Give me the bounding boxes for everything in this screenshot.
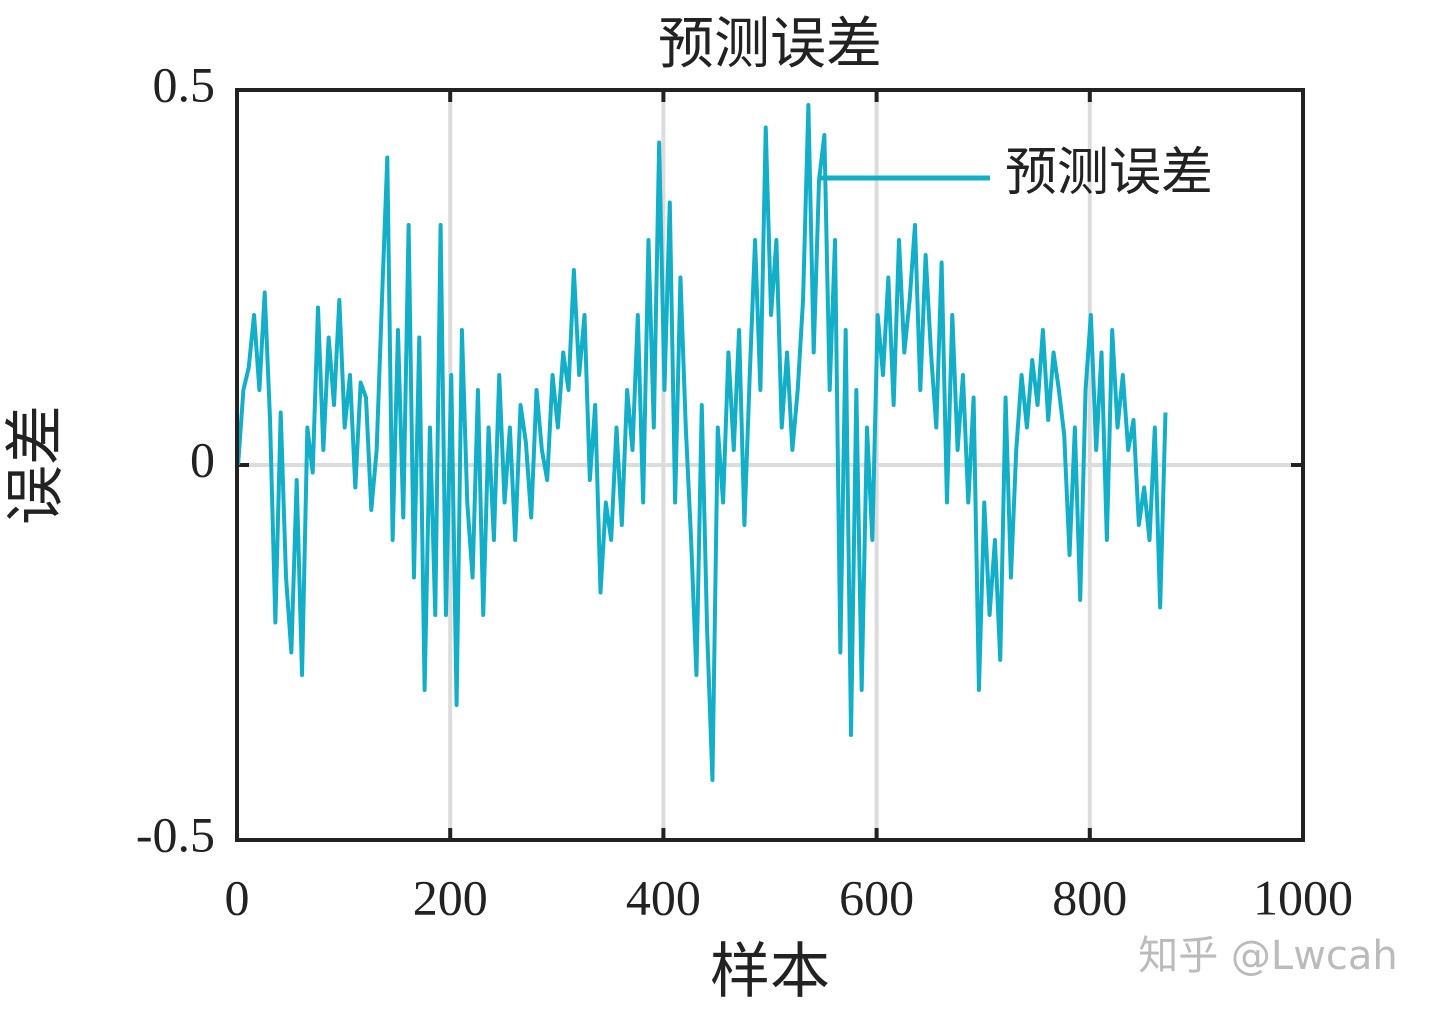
y-tick-label: 0: [190, 431, 215, 487]
x-tick-label: 600: [839, 869, 914, 925]
x-tick-label: 0: [225, 869, 250, 925]
y-tick-label: 0.5: [153, 56, 216, 112]
plot-frame: [235, 88, 1305, 842]
y-tick-label: -0.5: [136, 806, 215, 862]
x-axis-label: 样本: [710, 939, 830, 1005]
chart-title: 预测误差: [658, 14, 882, 76]
x-tick-label: 1000: [1253, 869, 1353, 925]
legend-label: 预测误差: [1005, 145, 1213, 202]
x-tick-label: 200: [413, 869, 488, 925]
data-line: [236, 103, 1168, 782]
watermark: 知乎 @Lwcah: [1138, 933, 1398, 979]
y-axis-label: 误差: [3, 405, 69, 525]
x-tick-label: 800: [1052, 869, 1127, 925]
x-tick-label: 400: [626, 869, 701, 925]
